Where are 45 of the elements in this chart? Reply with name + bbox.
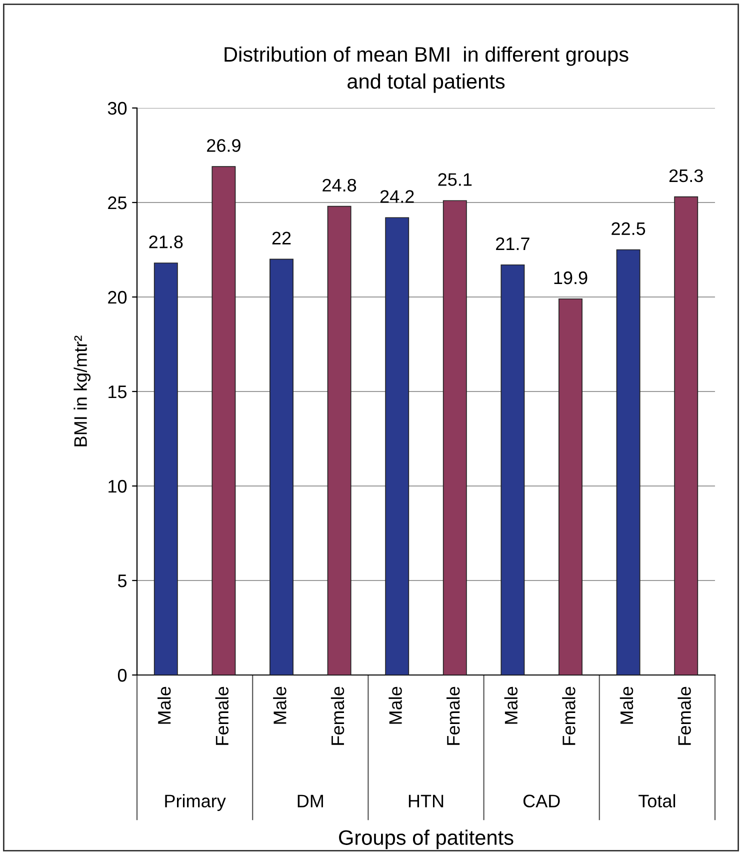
bar (674, 196, 698, 675)
x-tick-label: Female (330, 686, 344, 745)
x-tick-label: Female (678, 686, 691, 745)
x-tick-label: Female (562, 686, 576, 745)
data-label: 24.2 (380, 190, 414, 203)
data-label: 22.5 (612, 222, 646, 236)
bar (558, 298, 582, 675)
x-tick-label: Male (273, 686, 286, 724)
bar (154, 262, 178, 675)
bar (616, 249, 640, 675)
y-tick-label: 15 (108, 386, 127, 398)
y-tick-label: 0 (118, 668, 127, 682)
text: DM (298, 794, 323, 808)
data-label: 24.8 (322, 178, 356, 192)
bar (500, 264, 525, 675)
y-axis-title: BMI in kg/mtr² (74, 336, 91, 446)
x-tick-label: Female (446, 686, 460, 745)
y-tick-label: 30 (108, 102, 127, 115)
x-tick-label: Male (157, 686, 171, 724)
x-axis-title: Groups of patitents (339, 830, 514, 850)
bar (270, 258, 294, 675)
x-tick-label: Male (620, 686, 634, 724)
bar (385, 217, 410, 675)
y-tick-label: 10 (108, 480, 127, 493)
chart-title: Distribution of mean BMI in different groups and total patients (224, 46, 628, 93)
bar (327, 206, 352, 675)
text: Primary (165, 794, 226, 811)
x-tick-label: Female (215, 686, 229, 745)
data-label: 25.3 (669, 169, 703, 182)
data-label: 21.7 (496, 237, 530, 250)
x-tick-label: Male (504, 686, 518, 724)
text: HTN (408, 794, 444, 808)
y-tick-label: 25 (108, 196, 127, 210)
bar (212, 166, 236, 675)
data-label: 21.8 (149, 236, 183, 248)
x-tick-label: Male (388, 686, 402, 724)
data-label: 25.1 (438, 173, 472, 186)
text: CAD (523, 794, 560, 808)
text: Total (638, 794, 676, 808)
y-tick-label: 5 (118, 574, 127, 588)
data-label: 22 (272, 232, 291, 244)
bar (442, 200, 467, 675)
data-label: 19.9 (554, 271, 588, 284)
data-label: 26.9 (207, 139, 240, 152)
y-tick-label: 20 (108, 290, 127, 304)
